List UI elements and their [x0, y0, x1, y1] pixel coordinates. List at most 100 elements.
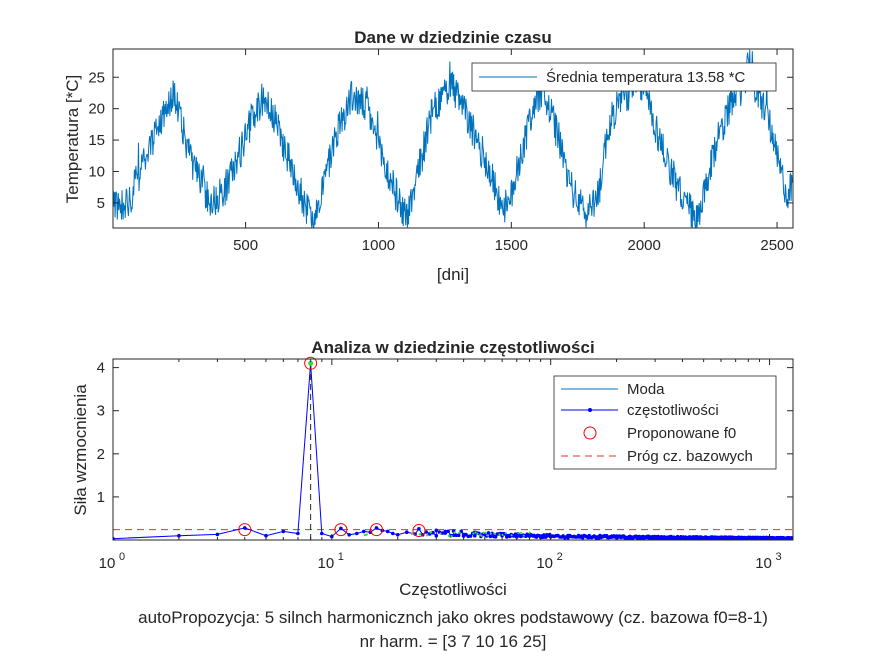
- proposed-f0-marker: [412, 524, 426, 538]
- harmonic-highlight: [471, 532, 475, 535]
- freq-xtick-exponent: 3: [775, 551, 781, 563]
- frequency-point: [486, 531, 491, 535]
- frequency-point: [431, 530, 435, 535]
- time-domain-legend: Średnia temperatura 13.58 *C: [471, 62, 777, 92]
- freq-ytick-label: 4: [97, 360, 105, 377]
- frequency-domain-legend: Moda częstotliwości Proponowane f0 Próg …: [553, 375, 777, 470]
- harmonic-highlight: [482, 531, 485, 535]
- frequency-point: [320, 531, 324, 536]
- harmonic-highlight: [480, 534, 483, 538]
- frequency-point: [264, 533, 268, 538]
- frequency-point: [456, 533, 461, 538]
- harmonic-highlight: [504, 532, 507, 535]
- time-xtick-label: 500: [233, 237, 258, 254]
- frequency-point: [362, 529, 366, 534]
- harmonic-highlight: [452, 531, 456, 535]
- freq-xtick-exponent: 0: [119, 551, 125, 563]
- time-ytick-label: 20: [88, 101, 105, 118]
- proposed-f0-marker: [370, 523, 384, 537]
- freq-ytick-label: 3: [97, 403, 105, 420]
- time-xtick-label: 2500: [760, 237, 793, 254]
- legend-swatch-proposed-f0: [583, 426, 597, 440]
- frequency-point: [391, 531, 395, 536]
- time-domain-plot-area: [113, 49, 793, 228]
- temperature-series-line: [113, 49, 793, 228]
- frequency-domain-axes-box: [112, 358, 794, 541]
- time-ytick-label: 15: [88, 132, 105, 149]
- freq-xtick-label: 10: [99, 555, 116, 572]
- frequency-point: [434, 533, 439, 538]
- harmonic-highlight: [429, 530, 433, 534]
- frequency-domain-ylabel: Siła wzmocnienia: [71, 384, 90, 516]
- harmonic-highlight: [522, 534, 525, 537]
- frequency-point: [488, 534, 493, 539]
- frequency-point: [468, 534, 473, 538]
- legend-label-moda: Moda: [627, 381, 665, 398]
- harmonic-highlight: [474, 531, 477, 534]
- time-domain-ticks: 500 1000 1500 2000 2500 5 10 15 20 25: [88, 49, 794, 254]
- legend-label-proposed-f0: Proponowane f0: [627, 425, 736, 442]
- frequency-series-group: [113, 360, 793, 540]
- frequency-point: [374, 526, 379, 530]
- legend-label-mean-temperature: Średnia temperatura 13.58 *C: [546, 68, 745, 86]
- legend-label-frequencies: częstotliwości: [627, 402, 719, 419]
- frequency-point: [446, 529, 451, 534]
- frequency-point: [417, 527, 421, 531]
- time-xtick-label: 1500: [495, 237, 528, 254]
- freq-xtick-label: 10: [536, 555, 553, 572]
- time-domain-xlabel: [dni]: [437, 265, 469, 284]
- harmonic-highlight: [501, 533, 504, 537]
- frequency-point: [281, 529, 286, 534]
- frequency-point: [296, 531, 300, 536]
- time-xtick-label: 2000: [628, 237, 661, 254]
- frequency-point: [434, 528, 439, 533]
- proposed-f0-marker: [334, 523, 348, 537]
- time-ytick-label: 10: [88, 163, 105, 180]
- frequency-domain-title: Analiza w dziedzinie częstotliwości: [311, 338, 594, 357]
- frequency-point: [355, 531, 359, 536]
- harmonic-highlight: [484, 531, 487, 534]
- harmonic-highlight: [447, 534, 451, 538]
- frequency-domain-plot-area: [113, 356, 793, 540]
- caption-line-1: autoPropozycja: 5 silnch harmonicznch ja…: [138, 608, 768, 627]
- freq-xtick-exponent: 2: [557, 551, 563, 563]
- harmonic-highlight: [489, 532, 493, 535]
- time-domain-axes: Dane w dziedzinie czasu 500 1000 1500 2000 2…: [63, 28, 794, 284]
- frequency-point: [347, 533, 352, 537]
- freq-ytick-label: 2: [97, 446, 105, 463]
- harmonic-highlight: [450, 534, 454, 538]
- freq-xtick-label: 10: [755, 555, 772, 572]
- frequency-point: [493, 535, 498, 539]
- frequency-point: [177, 533, 181, 538]
- moda-peak-marker: [308, 360, 314, 366]
- harmonic-highlight: [425, 533, 429, 537]
- harmonic-highlight: [458, 530, 461, 534]
- harmonic-highlight: [517, 532, 520, 535]
- frequency-point: [339, 526, 343, 531]
- frequency-domain-xlabel: Częstotliwości: [399, 580, 507, 599]
- freq-ytick-label: 1: [97, 489, 105, 506]
- frequency-domain-axes: Analiza w dziedzinie częstotliwości 10 0 1…: [71, 338, 794, 599]
- frequency-point: [395, 533, 400, 537]
- harmonic-highlight: [510, 534, 513, 537]
- proposed-f0-marker: [304, 356, 318, 370]
- frequency-point: [405, 530, 409, 534]
- harmonic-highlight: [493, 532, 496, 535]
- time-ytick-label: 25: [88, 69, 105, 86]
- harmonic-highlight: [528, 531, 532, 534]
- legend-swatch-frequencies-dot: [588, 408, 592, 412]
- frequency-domain-legend-box: [553, 375, 777, 470]
- harmonic-highlight: [363, 533, 369, 537]
- frequency-point: [243, 526, 247, 530]
- harmonic-highlight: [498, 533, 501, 536]
- time-xtick-label: 1000: [362, 237, 395, 254]
- frequency-point: [443, 529, 448, 534]
- time-domain-axes-box: [112, 48, 794, 229]
- freq-xtick-label: 10: [318, 555, 335, 572]
- legend-label-threshold: Próg cz. bazowych: [627, 448, 753, 465]
- frequency-point: [385, 529, 390, 534]
- harmonic-highlight: [485, 534, 489, 537]
